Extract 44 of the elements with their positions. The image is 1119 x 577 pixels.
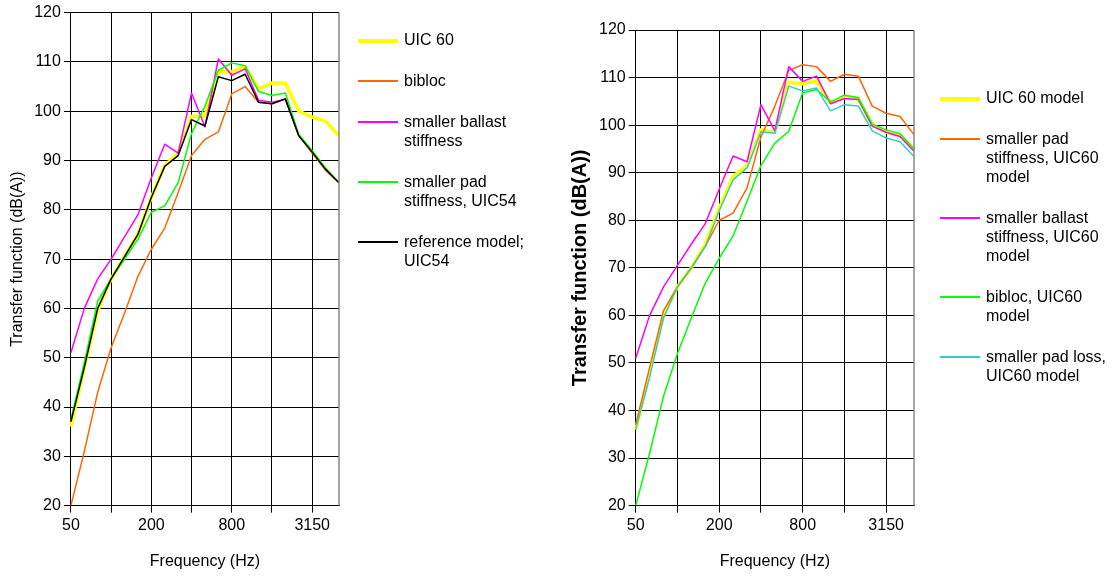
x-tick-label: 3150 [294,515,331,533]
y-tick-label: 30 [43,446,61,464]
y-tick-label: 60 [43,298,61,316]
legend-label: UIC 60 model [986,88,1084,107]
x-tick-label: 50 [62,515,80,533]
x-axis-title: Frequency (Hz) [149,551,261,569]
x-tick-label: 50 [626,515,645,533]
x-tick-label: 3150 [868,515,905,533]
legend-label: smaller ballast stiffness [404,112,508,150]
y-axis-title: Transfer function (dB(A)) [8,171,26,347]
y-tick-label: 80 [43,200,61,218]
y-tick-label: 40 [607,400,626,418]
y-tick-label: 50 [607,353,626,371]
y-tick-label: 20 [43,496,61,514]
legend-label: smaller ballast stiffness, UIC60 model [986,208,1100,265]
legend-label: bibloc [404,71,446,90]
y-tick-label: 50 [43,348,61,366]
y-tick-label: 110 [35,52,61,70]
legend-label: reference model; UIC54 [404,232,526,270]
y-tick-label: 70 [607,258,626,276]
legend-label: smaller pad loss, UIC60 model [986,347,1108,385]
y-tick-label: 60 [607,305,626,323]
y-tick-label: 70 [43,249,61,267]
x-tick-label: 200 [705,515,733,533]
y-tick-label: 90 [607,163,626,181]
legend-label: UIC 60 [404,30,454,49]
legend-label: bibloc, UIC60 model [986,287,1084,325]
y-tick-label: 120 [34,3,61,21]
legend-label: smaller pad stiffness, UIC60 model [986,129,1100,186]
x-tick-label: 800 [789,515,817,533]
x-axis-title: Frequency (Hz) [719,551,830,569]
y-tick-label: 30 [607,448,626,466]
y-axis-title: Transfer function (dB(A)) [567,149,590,387]
x-tick-label: 800 [218,515,246,533]
y-tick-label: 110 [600,67,626,85]
y-tick-label: 80 [607,210,626,228]
y-tick-label: 40 [43,397,61,415]
y-tick-label: 100 [34,101,61,119]
y-tick-label: 120 [598,20,626,38]
y-tick-label: 20 [607,496,626,514]
y-tick-label: 100 [598,115,626,133]
x-tick-label: 200 [137,515,165,533]
y-tick-label: 90 [43,150,61,168]
legend-label: smaller pad stiffness, UIC54 [404,172,518,210]
